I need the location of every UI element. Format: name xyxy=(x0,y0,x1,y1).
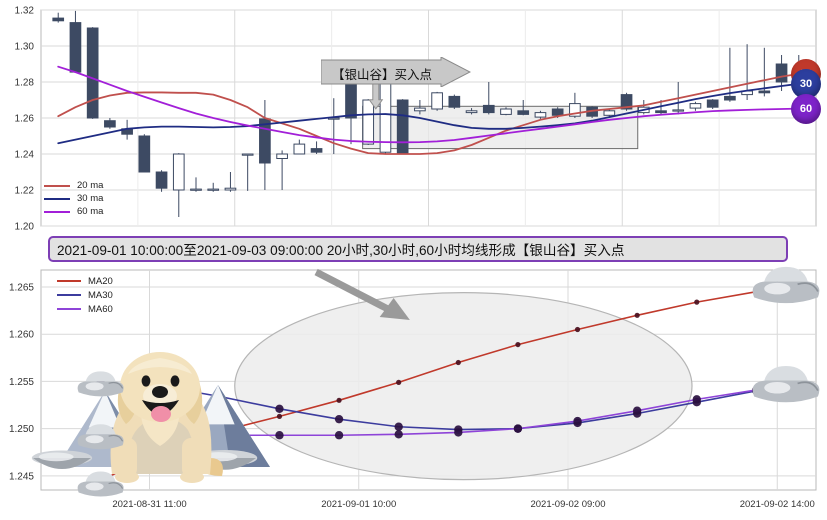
top-legend-item: 20 ma xyxy=(44,179,103,192)
legend-label: 60 ma xyxy=(77,206,104,217)
top-y-tick: 1.24 xyxy=(15,150,35,161)
bottom-ma30-line xyxy=(100,381,757,431)
top-chart-legend: 20 ma 30 ma 60 ma xyxy=(44,179,103,218)
bottom-y-tick: 1.260 xyxy=(9,330,34,341)
ma-badge-label: 60 xyxy=(799,102,813,115)
title-banner-text: 2021-09-01 10:00:00至2021-09-03 09:00:00 … xyxy=(57,243,625,258)
data-point xyxy=(574,326,581,333)
ma60-line xyxy=(57,65,800,144)
legend-color-swatch xyxy=(57,308,81,310)
top-y-tick: 1.22 xyxy=(15,186,35,197)
data-point xyxy=(334,431,344,440)
legend-color-swatch xyxy=(57,280,81,282)
convergence-ellipse-highlight xyxy=(234,292,693,481)
ma30-line xyxy=(57,82,800,145)
data-point xyxy=(632,406,642,415)
bottom-pointer-arrow xyxy=(314,268,410,320)
top-y-tick: 1.26 xyxy=(15,114,35,125)
legend-label: MA20 xyxy=(88,275,113,287)
bottom-x-tick: 2021-09-02 14:00 xyxy=(740,499,815,510)
bottom-y-tick: 1.250 xyxy=(9,424,34,435)
bottom-legend-item: MA30 xyxy=(57,288,113,302)
data-point xyxy=(275,404,284,413)
dog-illustration xyxy=(110,352,223,483)
bottom-y-tick: 1.265 xyxy=(9,282,34,293)
top-legend-item: 30 ma xyxy=(44,192,103,205)
data-point xyxy=(694,299,700,305)
top-y-tick: 1.32 xyxy=(15,6,35,17)
data-point xyxy=(334,414,344,424)
top-legend-item: 60 ma xyxy=(44,205,103,218)
data-point xyxy=(513,424,523,433)
bottom-y-tick: 1.255 xyxy=(9,377,34,388)
bottom-ma-panel: 1.265 1.260 1.255 1.250 1.245 2021-08-31 11:0… xyxy=(0,262,827,520)
legend-color-swatch xyxy=(44,210,70,213)
bottom-x-tick: 2021-08-31 11:00 xyxy=(112,499,186,510)
ma-badge-60: 60 xyxy=(791,93,821,124)
bottom-chart-legend: MA20 MA30 MA60 xyxy=(57,274,113,316)
top-y-tick: 1.30 xyxy=(15,42,35,53)
top-y-tick: 1.28 xyxy=(15,78,35,89)
data-point xyxy=(692,395,701,404)
legend-label: 30 ma xyxy=(77,193,104,204)
legend-color-swatch xyxy=(44,184,70,187)
data-point xyxy=(276,413,283,419)
top-y-tick: 1.20 xyxy=(15,222,35,233)
data-point xyxy=(394,430,403,439)
bottom-x-tick: 2021-09-01 10:00 xyxy=(321,499,396,510)
bottom-x-tick: 2021-09-02 09:00 xyxy=(530,499,605,510)
data-point xyxy=(454,428,463,437)
arrow-banner-label: 【银山谷】买入点 xyxy=(332,68,433,82)
silver-ingot-illustration xyxy=(77,266,820,497)
top-candlestick-panel: 1.32 1.30 1.28 1.26 1.24 1.22 1.20 20 ma 30 ma 6… xyxy=(0,0,827,236)
legend-label: MA30 xyxy=(88,289,113,301)
bottom-legend-item: MA60 xyxy=(57,302,113,316)
data-point xyxy=(394,422,403,431)
buy-point-arrow-banner: 【银山谷】买入点 xyxy=(321,57,471,87)
data-point xyxy=(455,359,461,366)
top-chart-svg: 1.32 1.30 1.28 1.26 1.24 1.22 1.20 xyxy=(15,6,817,233)
title-banner: 2021-09-01 10:00:00至2021-09-03 09:00:00 … xyxy=(48,236,788,262)
ma-badge-label: 30 xyxy=(799,77,813,90)
legend-color-swatch xyxy=(57,294,81,296)
legend-label: MA60 xyxy=(88,303,113,315)
data-point xyxy=(634,312,640,318)
data-point xyxy=(275,431,284,440)
data-point xyxy=(396,379,402,385)
arrow-banner-shape xyxy=(321,57,471,87)
data-point xyxy=(515,341,521,348)
bottom-chart-svg: 1.265 1.260 1.255 1.250 1.245 2021-08-31 11:0… xyxy=(9,266,820,510)
buy-point-down-arrow xyxy=(368,83,384,110)
data-point xyxy=(573,416,582,426)
data-point xyxy=(336,397,342,403)
bottom-y-tick: 1.245 xyxy=(9,471,34,482)
bottom-legend-item: MA20 xyxy=(57,274,113,288)
legend-color-swatch xyxy=(44,197,70,200)
ma20-line xyxy=(57,73,800,155)
legend-label: 20 ma xyxy=(77,180,104,191)
